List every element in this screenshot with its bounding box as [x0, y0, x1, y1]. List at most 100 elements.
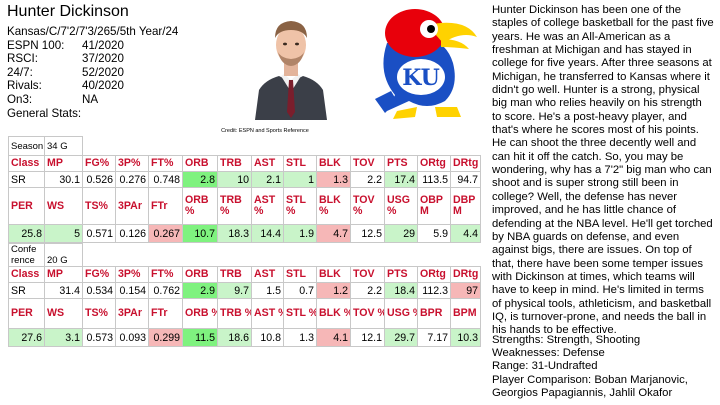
table-cell: 7.17: [417, 328, 451, 347]
games-count: 34 G: [44, 136, 83, 156]
col-header: USG %: [384, 187, 418, 225]
col-header: 3PAr: [115, 298, 149, 329]
col-header: MP: [44, 266, 83, 283]
table-cell: 30.1: [44, 171, 83, 188]
col-header: BLK: [316, 155, 351, 172]
table-row: Confe rence 20 G: [8, 243, 481, 267]
col-header: FT%: [148, 155, 183, 172]
table-cell: 12.1: [350, 328, 385, 347]
table-cell: 9.7: [217, 282, 252, 299]
col-header: TS%: [82, 187, 116, 225]
col-header: DRtg: [450, 266, 481, 283]
col-header: FTr: [148, 187, 183, 225]
col-header: WS: [44, 298, 83, 329]
table-cell: 94.7: [450, 171, 481, 188]
table-cell: 31.4: [44, 282, 83, 299]
col-header: AST: [251, 266, 284, 283]
col-header: FTr: [148, 298, 183, 329]
table-cell: 14.4: [251, 224, 284, 243]
col-header: MP: [44, 155, 83, 172]
table-row: 25.8 5 0.571 0.126 0.267 10.7 18.3 14.4 …: [8, 224, 481, 243]
col-header: TOV: [350, 155, 385, 172]
ranking-row: 24/7: 52/2020: [7, 65, 124, 79]
col-header: TRB %: [217, 187, 252, 225]
general-stats-label: General Stats:: [7, 106, 82, 120]
col-header: ORtg: [417, 155, 451, 172]
player-comparison: Player Comparison: Boban Marjanovic, Geo…: [492, 373, 688, 399]
draft-range: Range: 31-Undrafted: [492, 360, 598, 373]
col-header: WS: [44, 187, 83, 225]
table-cell: 0.299: [148, 328, 183, 347]
table-cell: 113.5: [417, 171, 451, 188]
table-cell: 18.6: [217, 328, 252, 347]
table-cell: 10.7: [182, 224, 218, 243]
table-cell: SR: [8, 282, 45, 299]
table-cell: 97: [450, 282, 481, 299]
credit-line: Credit: ESPN and Sports Reference: [221, 128, 309, 134]
table-cell: 0.571: [82, 224, 116, 243]
col-header: TOV %: [350, 187, 385, 225]
table-cell: 18.4: [384, 282, 418, 299]
svg-text:KU: KU: [402, 65, 440, 91]
table-label: Confe rence: [8, 243, 45, 267]
table-cell: 4.4: [450, 224, 481, 243]
table-cell: 1: [283, 171, 317, 188]
ranking-row: RSCI: 37/2020: [7, 52, 124, 66]
table-cell: 0.7: [283, 282, 317, 299]
weaknesses: Weaknesses: Defense: [492, 347, 605, 360]
col-header: TRB %: [217, 298, 252, 329]
col-header: FG%: [82, 266, 116, 283]
table-cell: 27.6: [8, 328, 45, 347]
col-header: BLK %: [316, 298, 351, 329]
col-header: ORB: [182, 155, 218, 172]
col-header: 3P%: [115, 266, 149, 283]
table-cell: 0.154: [115, 282, 149, 299]
col-header: STL %: [283, 298, 317, 329]
table-cell: 2.8: [182, 171, 218, 188]
col-header: ORB %: [182, 298, 218, 329]
col-header: TRB: [217, 155, 252, 172]
table-cell: 0.126: [115, 224, 149, 243]
table-row: 27.6 3.1 0.573 0.093 0.299 11.5 18.6 10.…: [8, 328, 481, 347]
table-cell: 2.2: [350, 282, 385, 299]
table-cell: 25.8: [8, 224, 45, 243]
table-cell: 1.9: [283, 224, 317, 243]
table-cell: 2.1: [251, 171, 284, 188]
ranking-row: Rivals: 40/2020: [7, 79, 124, 93]
table-row: SR 31.4 0.534 0.154 0.762 2.9 9.7 1.5 0.…: [8, 282, 481, 299]
scouting-summary: Strengths: Strength, Shooting Weaknesses…: [492, 334, 714, 400]
col-header: TRB: [217, 266, 252, 283]
table-cell: 29: [384, 224, 418, 243]
kansas-jayhawks-logo: KU: [357, 3, 479, 121]
table-cell: 2.2: [350, 171, 385, 188]
col-header: AST %: [251, 298, 284, 329]
col-header: Class: [8, 266, 45, 283]
col-header: BLK: [316, 266, 351, 283]
table-cell: 1.3: [283, 328, 317, 347]
table-header-row: PER WS TS% 3PAr FTr ORB % TRB % AST % ST…: [8, 187, 481, 225]
table-row: Season 34 G: [8, 136, 481, 156]
table-cell: 29.7: [384, 328, 418, 347]
col-header: TOV: [350, 266, 385, 283]
col-header: Class: [8, 155, 45, 172]
player-name: Hunter Dickinson: [7, 3, 129, 20]
col-header: BLK %: [316, 187, 351, 225]
col-header: AST: [251, 155, 284, 172]
conference-stats-table: Confe rence 20 G Class MP FG% 3P% FT% OR…: [8, 243, 481, 347]
table-cell: 0.526: [82, 171, 116, 188]
profile-line: Kansas/C/7'2/7'3/265/5th Year/24: [7, 25, 179, 38]
col-header: STL %: [283, 187, 317, 225]
col-header: ORtg: [417, 266, 451, 283]
col-header: DBP M: [450, 187, 481, 225]
table-header-row: Class MP FG% 3P% FT% ORB TRB AST STL BLK…: [8, 155, 481, 172]
col-header: DRtg: [450, 155, 481, 172]
table-header-row: Class MP FG% 3P% FT% ORB TRB AST STL BLK…: [8, 266, 481, 283]
col-header: PTS: [384, 266, 418, 283]
col-header: 3PAr: [115, 187, 149, 225]
col-header: BPR: [417, 298, 451, 329]
table-cell: 10.8: [251, 328, 284, 347]
col-header: PTS: [384, 155, 418, 172]
table-cell: 12.5: [350, 224, 385, 243]
col-header: STL: [283, 266, 317, 283]
col-header: FT%: [148, 266, 183, 283]
